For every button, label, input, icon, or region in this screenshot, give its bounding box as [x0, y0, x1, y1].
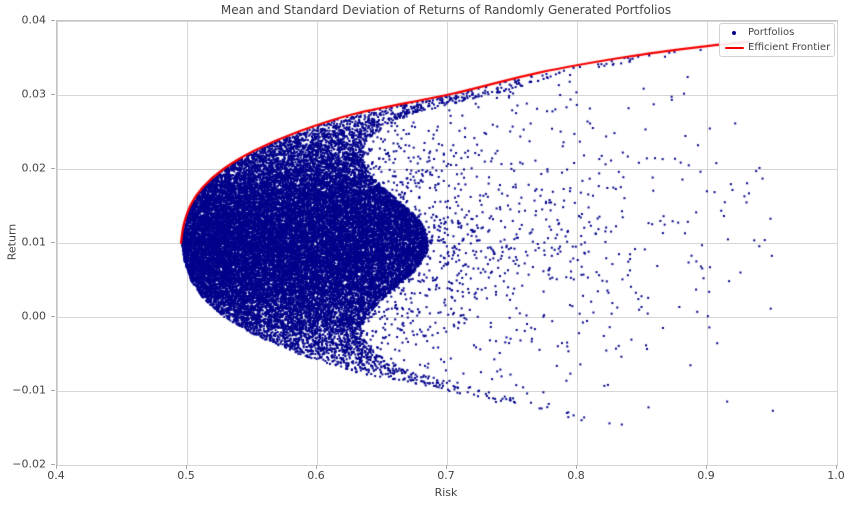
x-tick-label: 0.9	[697, 469, 715, 482]
legend-item-efficient-frontier: Efficient Frontier	[720, 40, 834, 55]
y-tick-label: 0.03	[21, 87, 47, 101]
legend-item-portfolios: Portfolios	[720, 25, 834, 40]
gridline-x	[837, 21, 838, 465]
y-tick-label: −0.01	[12, 383, 46, 397]
y-axis-label: Return	[5, 223, 19, 261]
y-tick-label: 0.00	[21, 309, 47, 323]
x-tick-label: 0.7	[437, 469, 455, 482]
x-tick-label: 0.5	[177, 469, 195, 482]
x-tick-label: 0.4	[47, 469, 65, 482]
x-tick-mark	[316, 465, 317, 469]
x-tick-label: 0.6	[307, 469, 325, 482]
y-tick-mark	[51, 20, 55, 21]
y-tick-label: 0.04	[21, 13, 47, 27]
legend-label-portfolios: Portfolios	[748, 27, 795, 38]
y-tick-mark	[51, 316, 55, 317]
x-tick-mark	[446, 465, 447, 469]
x-tick-mark	[56, 465, 57, 469]
y-tick-mark	[51, 94, 55, 95]
y-tick-mark	[51, 390, 55, 391]
x-tick-mark	[186, 465, 187, 469]
y-tick-mark	[51, 464, 55, 465]
x-tick-mark	[836, 465, 837, 469]
x-tick-label: 1.0	[827, 469, 845, 482]
frontier-line-icon	[720, 46, 748, 49]
y-tick-mark	[51, 242, 55, 243]
y-tick-label: 0.02	[21, 161, 47, 175]
x-tick-mark	[706, 465, 707, 469]
chart-title: Mean and Standard Deviation of Returns o…	[220, 3, 672, 17]
portfolios-dot-icon	[720, 30, 748, 35]
legend: Portfolios Efficient Frontier	[719, 23, 835, 57]
gridline-y	[57, 465, 837, 466]
x-tick-mark	[576, 465, 577, 469]
x-tick-label: 0.8	[567, 469, 585, 482]
x-axis-label: Risk	[434, 486, 458, 499]
plot-area	[56, 20, 838, 466]
y-tick-label: −0.02	[12, 457, 46, 471]
scatter-canvas	[57, 21, 837, 465]
y-tick-label: 0.01	[21, 235, 47, 249]
y-tick-mark	[51, 168, 55, 169]
legend-label-efficient-frontier: Efficient Frontier	[748, 42, 831, 53]
